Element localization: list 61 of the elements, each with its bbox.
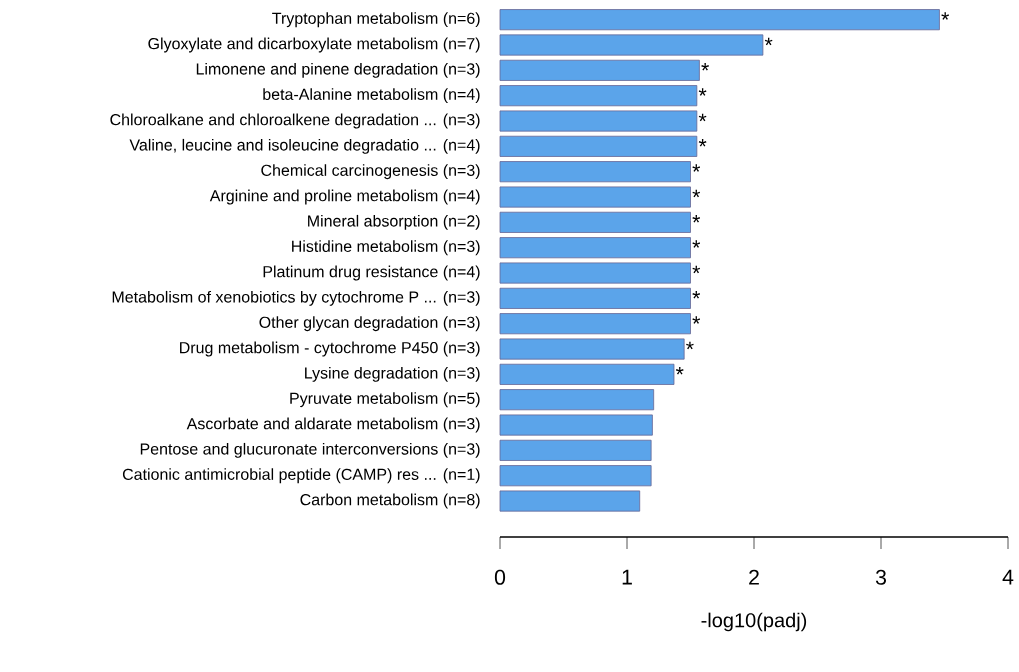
y-tick-label: Cationic antimicrobial peptide (CAMP) res ... (n=1)	[122, 468, 480, 484]
bar	[499, 414, 653, 436]
y-tick-label: Histidine metabolism (n=3)	[292, 240, 480, 256]
data-label: *	[686, 341, 694, 350]
bar	[499, 490, 641, 512]
x-tick-label: 1	[622, 569, 632, 585]
bar	[499, 135, 698, 157]
bar	[499, 439, 652, 461]
bar	[499, 110, 698, 132]
x-tick-label: 4	[1002, 569, 1014, 585]
y-tick-label: Glyoxylate and dicarboxylate metabolism (n=7)	[148, 37, 480, 53]
y-tick-label: Other glycan degradation (n=3)	[259, 316, 480, 332]
y-tick-label: Pyruvate metabolism (n=5)	[290, 392, 480, 408]
y-tick-label: Metabolism of xenobiotics by cytochrome P ... (n=3)	[112, 290, 480, 306]
data-label: *	[692, 291, 701, 299]
x-axis-title: -log10(padj)	[701, 612, 807, 632]
bar	[499, 211, 691, 233]
x-tick-label: 0	[494, 569, 506, 585]
y-tick-label: Lysine degradation (n=3)	[305, 366, 480, 382]
bar	[499, 85, 698, 107]
bar	[499, 161, 691, 183]
y-tick-label: Carbon metabolism (n=8)	[300, 493, 480, 509]
data-label: *	[764, 37, 773, 46]
data-label: *	[698, 113, 707, 122]
y-tick-label: Platinum drug resistance (n=4)	[263, 265, 480, 281]
bar	[499, 363, 675, 385]
data-label: *	[698, 139, 707, 147]
data-label: *	[692, 316, 701, 324]
bar	[499, 9, 940, 31]
y-tick-label: Drug metabolism - cytochrome P450 (n=3)	[180, 341, 480, 357]
y-tick-label: beta-Alanine metabolism (n=4)	[263, 88, 480, 104]
bar	[499, 34, 764, 56]
y-tick-label: Pentose and glucuronate interconversions (n=3)	[140, 442, 480, 458]
data-label: *	[692, 189, 701, 198]
bar	[499, 262, 691, 284]
data-label: *	[692, 164, 701, 172]
bar	[499, 186, 691, 208]
x-tick-label: 3	[875, 569, 886, 585]
y-tick-label: Limonene and pinene degradation (n=3)	[196, 62, 480, 78]
data-label: *	[692, 265, 701, 274]
bar	[499, 465, 652, 487]
data-label: *	[692, 215, 701, 223]
data-label: *	[692, 240, 701, 248]
x-tick-label: 2	[749, 569, 759, 585]
data-label: *	[941, 12, 949, 20]
y-tick-label: Mineral absorption (n=2)	[308, 214, 480, 230]
bar	[499, 237, 691, 259]
y-tick-label: Ascorbate and aldarate metabolism (n=3)	[186, 417, 480, 433]
data-label: *	[698, 88, 707, 96]
y-tick-label: Valine, leucine and isoleucine degradatio ... (n=4)	[129, 138, 480, 154]
y-tick-label: Tryptophan metabolism (n=6)	[272, 12, 480, 28]
y-tick-label: Chemical carcinogenesis (n=3)	[261, 164, 480, 180]
data-label: *	[675, 367, 684, 375]
bar	[499, 287, 691, 309]
bar	[499, 389, 655, 411]
y-tick-label: Chloroalkane and chloroalkene degradation ... (n=3)	[110, 113, 480, 129]
y-tick-label: Arginine and proline metabolism (n=4)	[209, 189, 480, 205]
data-label: *	[701, 63, 709, 71]
bar	[499, 59, 700, 81]
bar	[499, 313, 691, 335]
bar	[499, 338, 685, 360]
